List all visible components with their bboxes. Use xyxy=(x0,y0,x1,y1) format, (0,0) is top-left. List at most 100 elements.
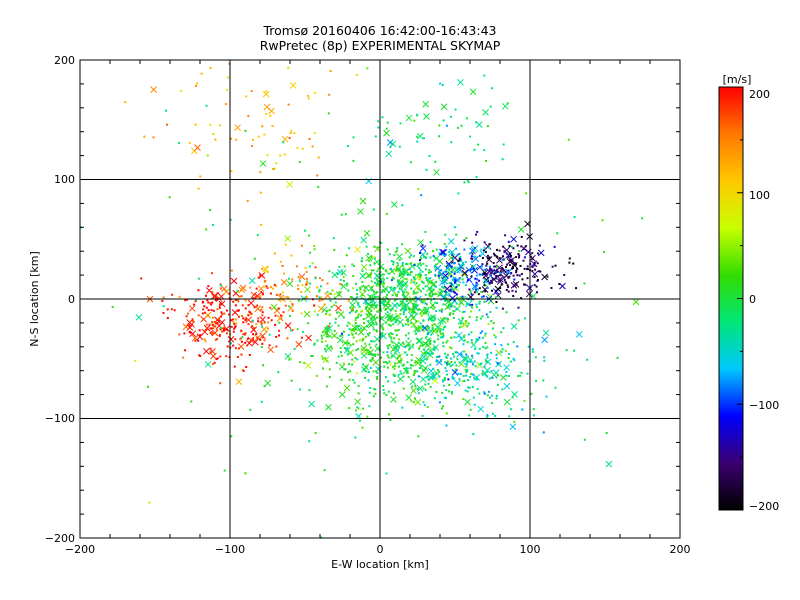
data-point-cross-1209 xyxy=(470,341,477,349)
data-point-dot-74 xyxy=(441,332,444,335)
data-point-dot-560 xyxy=(297,299,300,302)
data-point-dot-1184 xyxy=(475,338,478,341)
data-point-dot-1202 xyxy=(450,391,453,394)
data-point-dot-209 xyxy=(422,287,425,290)
data-point-dot-1236 xyxy=(473,403,476,406)
data-point-cross-1605 xyxy=(476,263,484,271)
data-point-dot-312 xyxy=(401,264,404,267)
data-point-dot-2145 xyxy=(225,88,228,91)
data-point-dot-574 xyxy=(452,317,455,320)
data-point-dot-994 xyxy=(356,293,359,296)
data-point-dot-547 xyxy=(395,293,398,296)
data-point-cross-2017 xyxy=(254,305,262,313)
data-point-dot-1153 xyxy=(484,373,487,376)
data-point-dot-719 xyxy=(407,375,410,378)
data-point-dot-2107 xyxy=(247,114,250,117)
data-point-dot-1278 xyxy=(520,371,523,374)
data-point-dot-1345 xyxy=(543,359,546,362)
data-point-dot-1296 xyxy=(464,389,467,392)
data-point-dot-509 xyxy=(424,307,427,310)
data-point-dot-752 xyxy=(346,282,349,285)
data-point-dot-1175 xyxy=(485,375,488,378)
data-point-dot-2096 xyxy=(284,243,287,246)
data-point-dot-170 xyxy=(465,237,468,240)
data-point-dot-1401 xyxy=(533,284,536,287)
data-point-cross-2040 xyxy=(220,285,228,293)
data-point-dot-535 xyxy=(410,281,413,284)
data-point-cross-1106 xyxy=(503,364,510,371)
data-point-cross-1837 xyxy=(191,334,199,342)
data-point-dot-867 xyxy=(352,378,355,381)
data-point-dot-2224 xyxy=(377,120,380,123)
data-point-dot-1005 xyxy=(484,334,487,337)
data-point-dot-1058 xyxy=(398,361,401,364)
data-point-dot-1684 xyxy=(459,256,462,259)
data-point-dot-1601 xyxy=(455,247,458,250)
data-point-dot-1300 xyxy=(473,360,476,363)
data-point-dot-2053 xyxy=(305,270,308,273)
data-point-dot-2303 xyxy=(459,322,462,325)
data-point-dot-743 xyxy=(328,368,331,371)
data-point-dot-41 xyxy=(368,353,371,356)
data-point-dot-701 xyxy=(470,310,473,313)
data-point-dot-1708 xyxy=(424,302,427,305)
data-point-dot-269 xyxy=(391,269,394,272)
data-point-dot-914 xyxy=(366,302,369,305)
data-point-dot-521 xyxy=(401,263,404,266)
data-point-dot-2202 xyxy=(428,155,431,158)
data-point-dot-839 xyxy=(333,293,336,296)
data-point-dot-358 xyxy=(256,234,259,237)
data-point-dot-889 xyxy=(374,370,377,373)
data-point-dot-1333 xyxy=(542,431,545,434)
data-point-dot-1956 xyxy=(268,344,271,347)
data-point-dot-1238 xyxy=(445,397,448,400)
data-point-cross-981 xyxy=(343,384,351,392)
data-point-dot-1389 xyxy=(509,254,512,257)
data-point-dot-47 xyxy=(406,263,409,266)
data-point-dot-2051 xyxy=(260,290,263,293)
data-point-dot-1125 xyxy=(467,386,470,389)
data-point-dot-453 xyxy=(367,298,370,301)
y-tick-label-4: 200 xyxy=(54,54,75,67)
data-point-dot-115 xyxy=(378,297,381,300)
data-point-dot-931 xyxy=(354,321,357,324)
data-point-cross-953 xyxy=(370,316,378,324)
data-point-dot-1262 xyxy=(394,374,397,377)
data-point-dot-428 xyxy=(383,300,386,303)
data-point-dot-1921 xyxy=(232,330,235,333)
data-point-cross-1357 xyxy=(503,246,511,254)
data-point-dot-1292 xyxy=(478,347,481,350)
data-point-dot-311 xyxy=(421,326,424,329)
data-point-cross-1696 xyxy=(419,245,427,252)
data-point-dot-1342 xyxy=(512,357,515,360)
data-point-dot-895 xyxy=(325,333,328,336)
data-point-dot-40 xyxy=(352,309,355,312)
data-point-dot-1492 xyxy=(499,287,502,290)
data-point-dot-1804 xyxy=(244,332,247,335)
data-point-dot-1606 xyxy=(451,257,454,260)
data-point-dot-2327 xyxy=(298,161,301,164)
data-point-dot-723 xyxy=(381,326,384,329)
data-point-cross-1654 xyxy=(479,250,486,257)
data-point-dot-332 xyxy=(370,318,373,321)
data-point-dot-1120 xyxy=(468,333,471,336)
data-point-dot-276 xyxy=(377,283,380,286)
data-point-dot-971 xyxy=(407,344,410,347)
data-point-dot-1221 xyxy=(463,335,466,338)
data-point-dot-2346 xyxy=(230,435,233,438)
data-point-dot-1524 xyxy=(494,265,497,268)
data-point-dot-48 xyxy=(384,321,387,324)
data-point-cross-2222 xyxy=(423,113,430,120)
data-point-dot-2230 xyxy=(475,176,478,179)
data-point-dot-899 xyxy=(328,322,331,325)
data-point-dot-2198 xyxy=(489,105,492,108)
data-point-cross-2018 xyxy=(324,292,331,300)
data-point-dot-2284 xyxy=(223,469,226,472)
data-point-dot-1716 xyxy=(488,246,491,249)
data-point-dot-957 xyxy=(331,347,334,350)
data-point-dot-2110 xyxy=(124,101,127,104)
data-point-dot-2156 xyxy=(252,138,255,141)
data-point-dot-523 xyxy=(407,307,410,310)
data-point-cross-2142 xyxy=(263,103,271,111)
data-point-dot-1368 xyxy=(492,261,495,264)
